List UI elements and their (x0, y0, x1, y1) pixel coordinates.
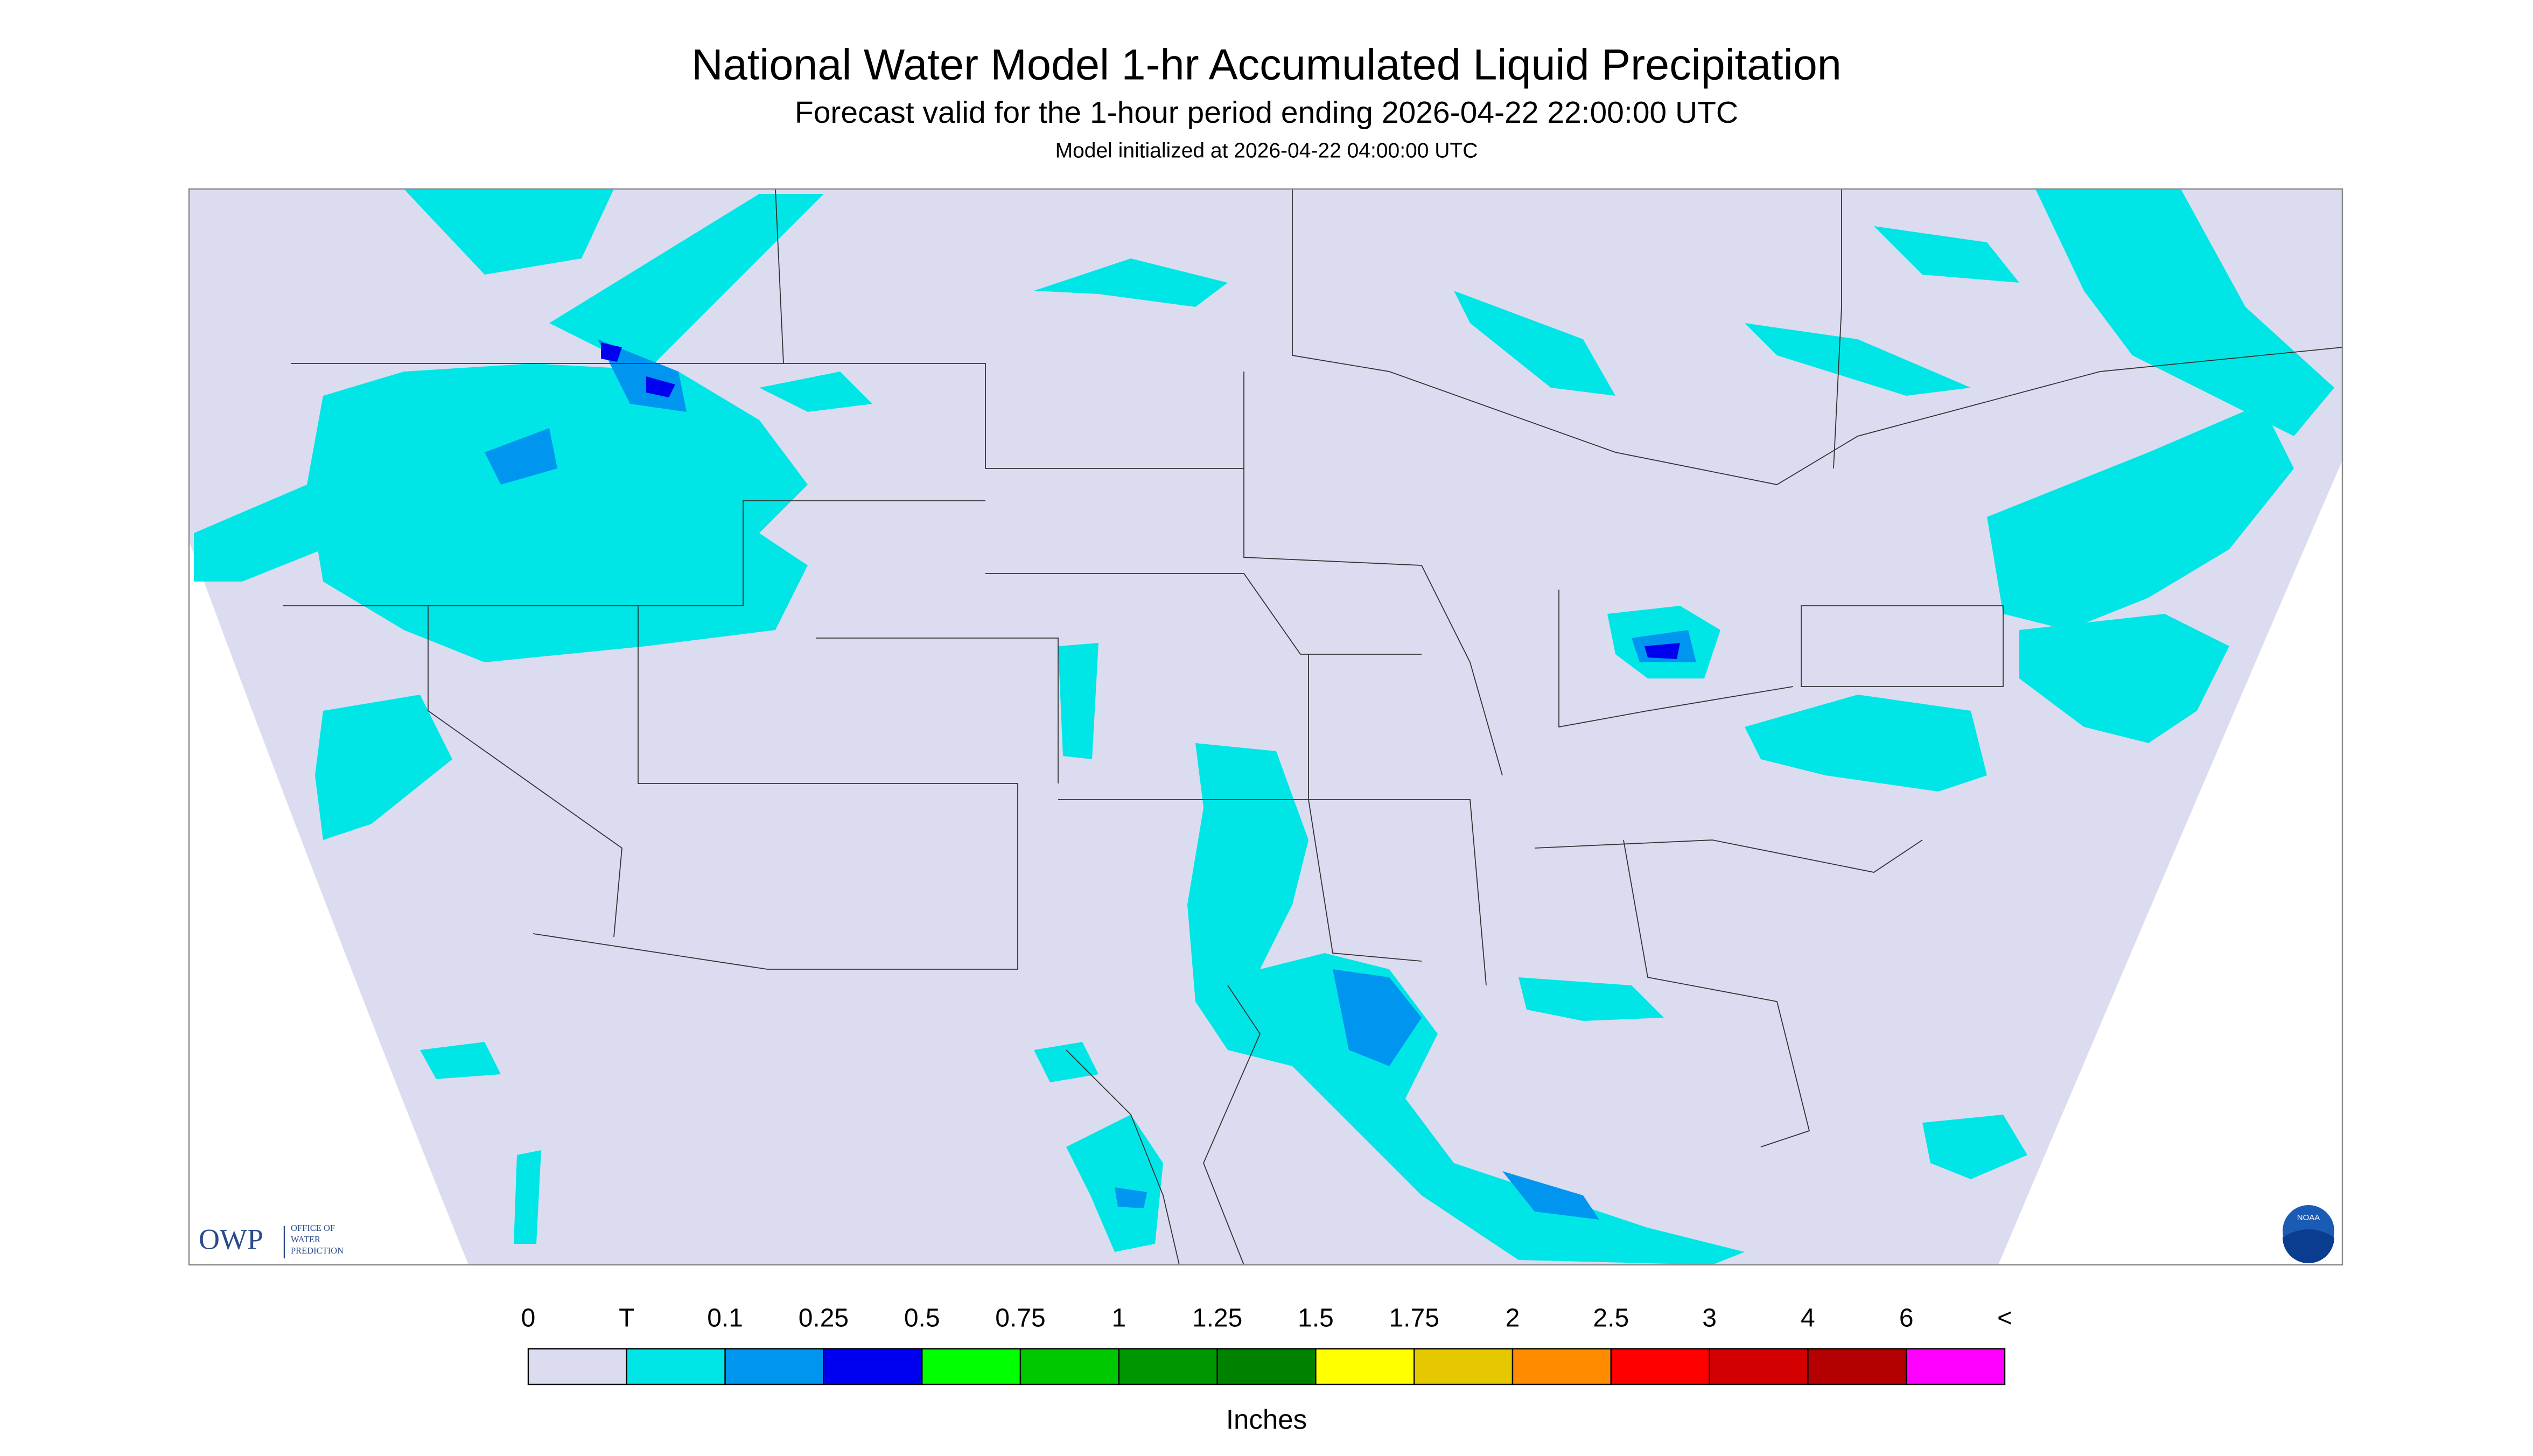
legend-swatch (1019, 1348, 1120, 1385)
boundaries (283, 189, 2342, 1265)
legend-swatch (1610, 1348, 1710, 1385)
legend-swatch (527, 1348, 628, 1385)
legend-swatch (724, 1348, 824, 1385)
legend: 0 T 0.1 0.25 0.5 0.75 1 1.25 1.5 1.75 2 2.5 3 4 6 < (521, 1304, 2012, 1385)
owp-logo-text: OWP (199, 1223, 263, 1255)
legend-swatch (921, 1348, 1021, 1385)
legend-label: 2.5 (1593, 1304, 1629, 1333)
legend-swatch (1414, 1348, 1514, 1385)
legend-swatch (1315, 1348, 1415, 1385)
legend-label: 1.75 (1389, 1304, 1439, 1333)
legend-label: 0 (521, 1304, 536, 1333)
legend-units: Inches (1226, 1404, 1307, 1434)
noaa-text: NOAA (2297, 1213, 2320, 1222)
legend-label: 1.5 (1298, 1304, 1334, 1333)
legend-label: < (1997, 1304, 2012, 1333)
legend-label: 4 (1801, 1304, 1815, 1333)
legend-label: 0.75 (995, 1304, 1045, 1333)
legend-swatch (1905, 1348, 2006, 1385)
legend-swatch (1118, 1348, 1218, 1385)
map (188, 188, 2343, 1266)
owp-logo: OWP OFFICE OF WATER PREDICTION (199, 1223, 344, 1259)
legend-label: 1 (1111, 1304, 1126, 1333)
map-frame (188, 188, 2343, 1266)
title: National Water Model 1-hr Accumulated Li… (691, 40, 1842, 89)
owp-name-line: WATER (291, 1234, 320, 1244)
legend-label: 6 (1899, 1304, 1914, 1333)
legend-label: 1.25 (1192, 1304, 1242, 1333)
legend-swatch (1216, 1348, 1317, 1385)
owp-name-line: PREDICTION (291, 1245, 344, 1256)
legend-label: 3 (1702, 1304, 1717, 1333)
noaa-logo: NOAA (2283, 1205, 2334, 1264)
precip-areas (194, 189, 2334, 1265)
noaa-wave (2283, 1229, 2334, 1264)
owp-name-line: OFFICE OF (291, 1223, 335, 1233)
legend-swatch (1709, 1348, 1809, 1385)
legend-swatch (1512, 1348, 1612, 1385)
legend-label: 0.1 (707, 1304, 743, 1333)
domain-area (189, 189, 2342, 1265)
legend-swatch (1807, 1348, 1907, 1385)
legend-swatch (823, 1348, 923, 1385)
legend-swatch (626, 1348, 726, 1385)
legend-label: 0.5 (904, 1304, 940, 1333)
init-time: Model initialized at 2026-04-22 04:00:00… (1055, 139, 1478, 162)
legend-label: 0.25 (799, 1304, 849, 1333)
legend-label: 2 (1506, 1304, 1520, 1333)
subtitle: Forecast valid for the 1-hour period end… (795, 95, 1738, 130)
legend-label: T (619, 1304, 634, 1333)
